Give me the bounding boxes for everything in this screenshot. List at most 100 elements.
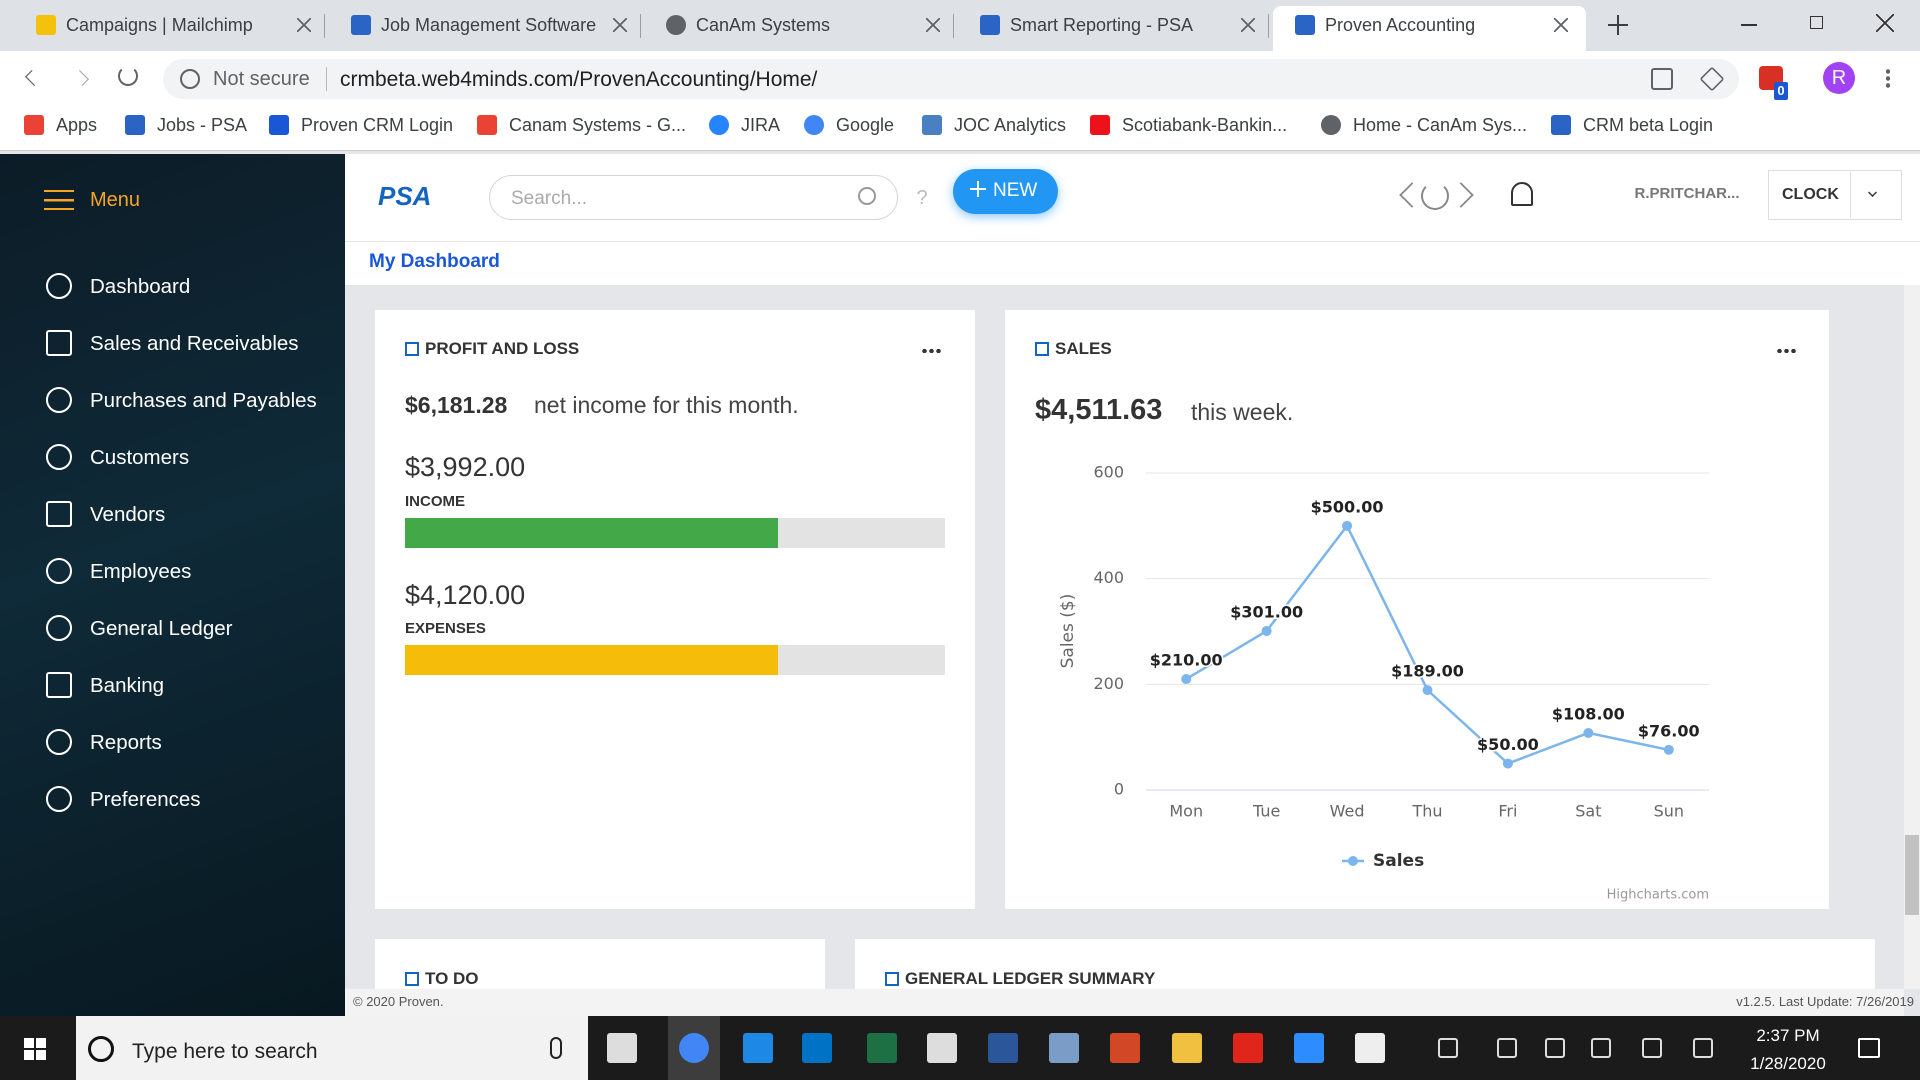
- card-menu[interactable]: [921, 349, 941, 353]
- taskbar-app[interactable]: [1110, 1033, 1140, 1063]
- taskbar-app[interactable]: [743, 1033, 773, 1063]
- tab-icon: [1295, 15, 1315, 35]
- tab-title[interactable]: Campaigns | Mailchimp: [66, 14, 253, 35]
- data-point: [1181, 674, 1192, 685]
- card-title-icon: [1035, 342, 1049, 356]
- refresh-icon[interactable]: [1421, 182, 1449, 210]
- new-button[interactable]: [953, 169, 1058, 214]
- search-bar[interactable]: [76, 1016, 588, 1080]
- tray-icon[interactable]: [1693, 1038, 1713, 1058]
- bookmark[interactable]: Canam Systems - G...: [509, 114, 687, 135]
- app-logo[interactable]: PSA: [378, 181, 432, 211]
- window-restore[interactable]: [1810, 16, 1823, 29]
- data-label: $189.00: [1391, 662, 1464, 681]
- nav-item[interactable]: Vendors: [90, 502, 166, 526]
- card-title: TO DO: [425, 969, 479, 988]
- taskbar-app[interactable]: [867, 1033, 897, 1063]
- bookmark[interactable]: Scotiabank-Bankin...: [1122, 114, 1288, 135]
- taskbar-app[interactable]: [927, 1033, 957, 1063]
- x-tick-label: Mon: [1169, 802, 1203, 821]
- tab-close[interactable]: [1554, 18, 1568, 32]
- bookmark[interactable]: JIRA: [741, 114, 781, 135]
- nav-icon: [46, 615, 72, 641]
- bookmark[interactable]: Apps: [56, 114, 98, 135]
- tab-title[interactable]: Job Management Software: [381, 14, 597, 35]
- omnibox[interactable]: [163, 59, 1739, 99]
- reload-button[interactable]: [118, 66, 138, 86]
- taskbar-app[interactable]: [988, 1033, 1018, 1063]
- bookmark-icon: [125, 115, 145, 135]
- tray-icon[interactable]: [1591, 1038, 1611, 1058]
- x-tick-label: Thu: [1411, 802, 1442, 821]
- tab-close[interactable]: [613, 18, 627, 32]
- clock-button[interactable]: CLOCK: [1782, 186, 1839, 203]
- nav-item[interactable]: Employees: [90, 559, 192, 583]
- tab-close[interactable]: [1241, 18, 1255, 32]
- user-name[interactable]: R.PRITCHAR...: [1634, 184, 1740, 202]
- tray-icon[interactable]: [1438, 1038, 1458, 1058]
- tab-close[interactable]: [297, 18, 311, 32]
- bookmark[interactable]: Home - CanAm Sys...: [1353, 114, 1528, 135]
- window-close[interactable]: [1876, 14, 1894, 32]
- nav-item[interactable]: Sales and Receivables: [90, 331, 299, 355]
- tray-icon[interactable]: [1497, 1038, 1517, 1058]
- card-title: PROFIT AND LOSS: [425, 339, 580, 358]
- bookmark[interactable]: JOC Analytics: [954, 114, 1067, 135]
- nav-item[interactable]: Purchases and Payables: [90, 388, 317, 412]
- help-icon[interactable]: ?: [916, 187, 928, 209]
- clock-time[interactable]: 2:37 PM: [1756, 1026, 1820, 1045]
- taskbar-app[interactable]: [1294, 1033, 1324, 1063]
- nav-item[interactable]: Dashboard: [90, 274, 191, 298]
- start-button[interactable]: [24, 1038, 46, 1060]
- data-point: [1261, 625, 1272, 636]
- taskbar-app[interactable]: [1172, 1033, 1202, 1063]
- tab-title[interactable]: Proven Accounting: [1325, 14, 1476, 35]
- tab-close[interactable]: [926, 18, 940, 32]
- scrollbar-thumb[interactable]: [1905, 835, 1919, 915]
- url[interactable]: crmbeta.web4minds.com/ProvenAccounting/H…: [340, 67, 818, 91]
- taskbar-app[interactable]: [1049, 1033, 1079, 1063]
- taskbar-app[interactable]: [1233, 1033, 1263, 1063]
- nav-item[interactable]: Reports: [90, 730, 162, 754]
- taskbar-app[interactable]: [1355, 1033, 1385, 1063]
- menu-label[interactable]: Menu: [90, 189, 141, 211]
- bookmark[interactable]: Google: [836, 114, 895, 135]
- menu-icon[interactable]: [44, 190, 74, 210]
- footer: [345, 989, 1904, 1016]
- window-minimize[interactable]: [1741, 24, 1757, 26]
- tray-icon[interactable]: [1642, 1038, 1662, 1058]
- taskbar-app[interactable]: [802, 1033, 832, 1063]
- version: v1.2.5. Last Update: 7/26/2019: [1736, 994, 1914, 1009]
- translate-icon[interactable]: [1651, 68, 1673, 90]
- card-menu[interactable]: [1776, 349, 1796, 353]
- taskbar-search: Type here to search: [132, 1039, 318, 1063]
- bookmark[interactable]: Proven CRM Login: [301, 114, 454, 135]
- tray-icon[interactable]: [1545, 1038, 1565, 1058]
- new-tab[interactable]: [1617, 15, 1619, 35]
- bookmark[interactable]: CRM beta Login: [1583, 114, 1714, 135]
- cortana-icon: [88, 1036, 114, 1062]
- bell-icon[interactable]: [1511, 182, 1533, 206]
- profile-avatar[interactable]: R: [1823, 62, 1855, 94]
- info-icon: [180, 69, 200, 89]
- net-income: $6,181.28: [405, 392, 508, 418]
- nav-item[interactable]: Customers: [90, 445, 190, 469]
- tab-title[interactable]: Smart Reporting - PSA: [1010, 14, 1194, 35]
- bookmark-icon: [709, 115, 729, 135]
- bookmark[interactable]: Jobs - PSA: [157, 114, 248, 135]
- nav-item[interactable]: Banking: [90, 673, 165, 697]
- bookmark-icon: [1551, 115, 1571, 135]
- notification-icon[interactable]: [1858, 1038, 1880, 1058]
- clock-date[interactable]: 1/28/2020: [1750, 1054, 1826, 1073]
- y-tick-label: 600: [1093, 463, 1124, 482]
- taskbar-app[interactable]: [679, 1033, 709, 1063]
- clock-box[interactable]: [1768, 170, 1902, 220]
- taskbar-app[interactable]: [607, 1033, 637, 1063]
- data-point: [1502, 758, 1513, 769]
- nav-item[interactable]: General Ledger: [90, 616, 233, 640]
- x-tick-label: Wed: [1330, 802, 1365, 821]
- search-box[interactable]: [489, 175, 898, 220]
- nav-item[interactable]: Preferences: [90, 787, 201, 811]
- data-label: $108.00: [1552, 704, 1625, 723]
- tab-title[interactable]: CanAm Systems: [696, 14, 831, 35]
